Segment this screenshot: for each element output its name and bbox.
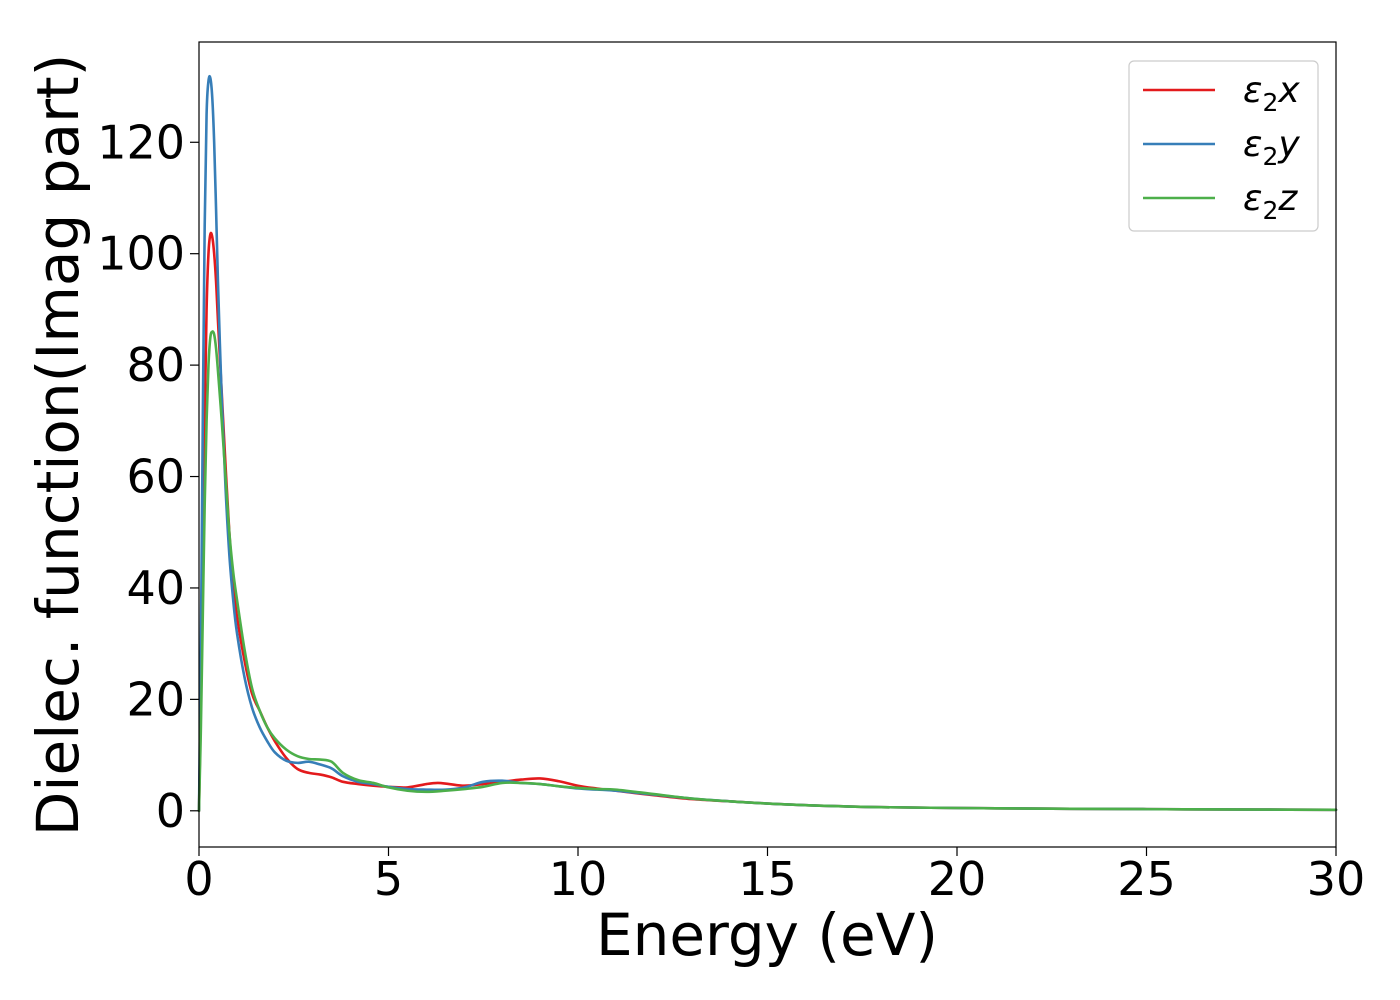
y-tick-label: 100 xyxy=(97,227,185,281)
legend-label-z: ε2z xyxy=(1243,178,1298,225)
x-tick-label: 20 xyxy=(928,852,987,906)
series-line-x xyxy=(197,231,1338,813)
x-tick-label: 10 xyxy=(549,852,608,906)
y-tick-label: 0 xyxy=(156,784,185,838)
x-tick-label: 5 xyxy=(374,852,403,906)
y-tick-label: 20 xyxy=(126,672,185,726)
x-tick-label: 0 xyxy=(184,852,213,906)
x-axis-ticks: 0 5 10 15 20 25 30 xyxy=(184,847,1365,906)
legend-component: x xyxy=(1277,70,1300,111)
x-axis-label: Energy (eV) xyxy=(596,901,938,969)
x-tick-label: 25 xyxy=(1117,852,1176,906)
y-axis-ticks: 0 20 40 60 80 100 120 xyxy=(97,115,199,838)
legend-symbol: ε xyxy=(1243,178,1262,219)
x-tick-label: 30 xyxy=(1307,852,1366,906)
legend-component: z xyxy=(1277,178,1298,219)
legend-subscript: 2 xyxy=(1262,88,1278,117)
series-line-z xyxy=(197,330,1338,813)
legend-subscript: 2 xyxy=(1262,142,1278,171)
y-axis-label: Dielec. function(Imag part) xyxy=(24,54,92,837)
legend-label-x: ε2x xyxy=(1243,70,1300,117)
legend-symbol: ε xyxy=(1243,124,1262,165)
x-tick-label: 15 xyxy=(738,852,797,906)
y-tick-label: 60 xyxy=(126,450,185,504)
y-tick-label: 40 xyxy=(126,561,185,615)
series-layer xyxy=(197,74,1338,813)
legend-subscript: 2 xyxy=(1262,196,1278,225)
legend-label-y: ε2y xyxy=(1243,124,1300,171)
legend-box xyxy=(1128,60,1319,232)
y-tick-label: 120 xyxy=(97,115,185,169)
legend-component: y xyxy=(1277,124,1300,165)
legend-symbol: ε xyxy=(1243,70,1262,111)
y-tick-label: 80 xyxy=(126,338,185,392)
